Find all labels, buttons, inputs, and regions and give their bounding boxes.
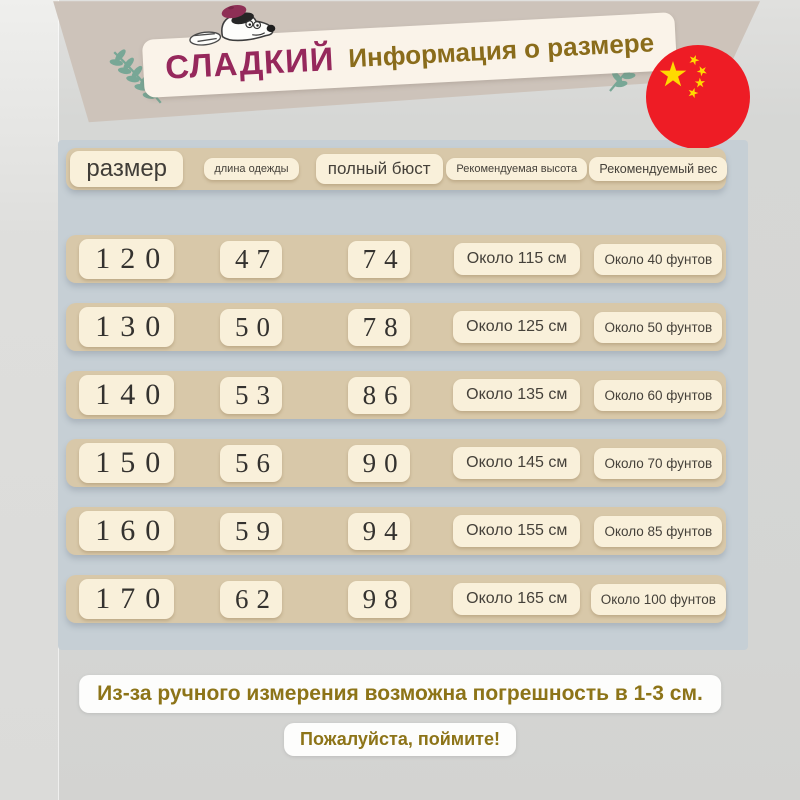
header-cell: Рекомендуемая высота	[446, 158, 588, 180]
header-cell: Рекомендуемый вес	[589, 157, 728, 181]
table-cell: 50	[220, 308, 283, 346]
table-cell: Около 125 см	[453, 311, 581, 343]
table-cell: 59	[220, 512, 283, 550]
header-cell: длина одежды	[204, 158, 299, 180]
table-cell: 150	[79, 443, 175, 483]
table-cell: 170	[79, 579, 175, 619]
table-cell: 130	[79, 307, 175, 347]
table-cell: Около 40 фунтов	[594, 243, 723, 275]
table-header-row: размер длина одежды полный бюст Рекомендуем…	[66, 148, 728, 190]
table-row: 130 50 78 Около 125 см Около 50 фунтов	[66, 303, 726, 351]
table-cell: Около 60 фунтов	[594, 379, 723, 411]
table-cell: 98	[348, 580, 411, 618]
table-cell: 74	[348, 240, 411, 278]
header-cell: полный бюст	[315, 154, 443, 184]
table-row: 150 56 90 Около 145 см Около 70 фунтов	[66, 439, 726, 487]
table-cell: Около 135 см	[453, 379, 581, 411]
table-cell: 140	[79, 375, 175, 415]
table-cell: Около 70 фунтов	[594, 447, 723, 479]
size-table-body: 120 47 74 Около 115 см Около 40 фунтов 130 50 7…	[66, 235, 726, 623]
table-cell: Около 145 см	[453, 447, 581, 479]
left-strip	[0, 0, 59, 800]
size-table: размер длина одежды полный бюст Рекомендуем…	[66, 148, 728, 643]
table-cell: 86	[348, 376, 411, 414]
table-cell: 47	[220, 240, 283, 278]
note-measurement: Из-за ручного измерения возможна погрешн…	[79, 675, 721, 713]
snoopy-dog-icon	[189, 5, 276, 46]
table-cell: Около 165 см	[453, 583, 581, 615]
table-row: 120 47 74 Около 115 см Около 40 фунтов	[66, 235, 726, 283]
header-cell: размер	[70, 151, 184, 187]
page-title: Информация о размере	[347, 26, 655, 73]
table-cell: Около 50 фунтов	[594, 311, 723, 343]
china-flag-icon	[646, 45, 750, 149]
table-cell: Около 100 фунтов	[590, 583, 726, 615]
table-cell: Около 155 см	[453, 515, 581, 547]
table-cell: 56	[220, 444, 283, 482]
table-cell: 120	[79, 239, 175, 279]
table-cell: 53	[220, 376, 283, 414]
table-row: 170 62 98 Около 165 см Около 100 фунтов	[66, 575, 726, 623]
table-cell: 78	[348, 308, 411, 346]
table-cell: 90	[348, 444, 411, 482]
note-please-understand: Пожалуйста, поймите!	[284, 723, 516, 756]
table-row: 140 53 86 Около 135 см Около 60 фунтов	[66, 371, 726, 419]
table-row: 160 59 94 Около 155 см Около 85 фунтов	[66, 507, 726, 555]
table-cell: 62	[220, 580, 283, 618]
table-cell: 160	[79, 511, 175, 551]
table-cell: 94	[348, 512, 411, 550]
table-cell: Около 85 фунтов	[594, 515, 723, 547]
table-cell: Около 115 см	[453, 243, 580, 275]
